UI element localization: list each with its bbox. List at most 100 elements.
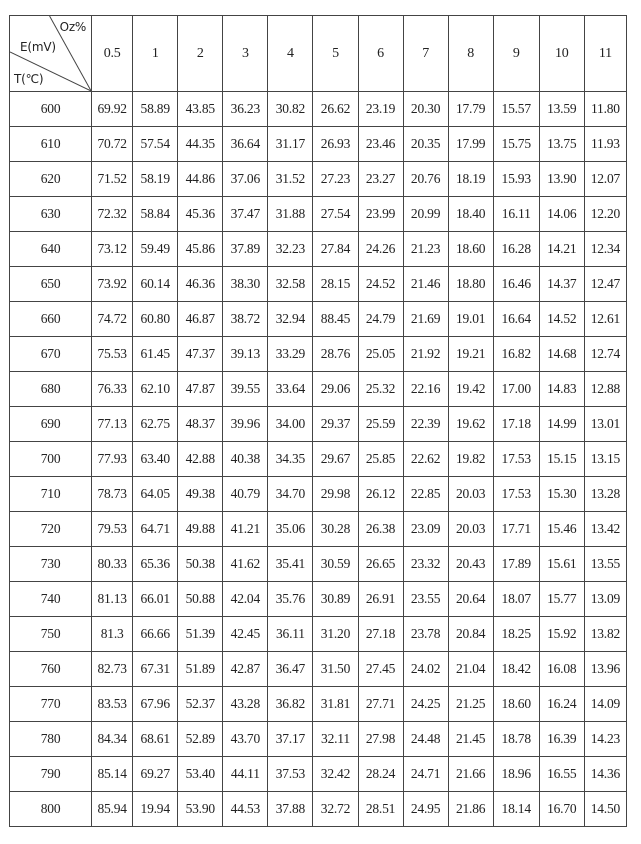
value-cell: 58.84 — [132, 196, 179, 232]
table-row: 640 73.12 59.49 45.86 37.89 32.23 27.84 24.26 21… — [8, 231, 628, 267]
value-cell: 13.01 — [583, 406, 628, 442]
value-cell: 20.35 — [402, 126, 449, 162]
value-cell: 21.66 — [447, 756, 494, 792]
value-cell: 73.92 — [91, 266, 134, 302]
value-cell: 25.32 — [357, 371, 404, 407]
value-cell: 14.06 — [538, 196, 585, 232]
value-cell: 20.64 — [447, 581, 494, 617]
value-cell: 13.15 — [583, 441, 628, 477]
value-cell: 60.14 — [132, 266, 179, 302]
value-cell: 22.16 — [402, 371, 449, 407]
value-cell: 24.79 — [357, 301, 404, 337]
value-cell: 26.93 — [312, 126, 359, 162]
value-cell: 24.48 — [402, 721, 449, 757]
value-cell: 35.06 — [267, 511, 314, 547]
value-cell: 12.07 — [583, 161, 628, 197]
value-cell: 17.00 — [492, 371, 540, 407]
value-cell: 24.71 — [402, 756, 449, 792]
value-cell: 32.11 — [312, 721, 359, 757]
value-cell: 34.70 — [267, 476, 314, 512]
column-header: 5 — [312, 15, 359, 92]
value-cell: 65.36 — [132, 546, 179, 582]
value-cell: 18.19 — [447, 161, 494, 197]
value-cell: 25.05 — [357, 336, 404, 372]
value-cell: 23.09 — [402, 511, 449, 547]
temperature-cell: 720 — [8, 511, 93, 547]
column-header: 10 — [538, 15, 585, 92]
value-cell: 14.83 — [538, 371, 585, 407]
table-row: 610 70.72 57.54 44.35 36.64 31.17 26.93 23.46 20… — [8, 126, 628, 162]
value-cell: 85.14 — [91, 756, 134, 792]
temperature-cell: 680 — [8, 371, 93, 407]
value-cell: 77.13 — [91, 406, 134, 442]
value-cell: 18.14 — [492, 791, 540, 827]
value-cell: 45.86 — [177, 231, 224, 267]
value-cell: 20.99 — [402, 196, 449, 232]
temperature-cell: 640 — [8, 231, 93, 267]
table-row: 660 74.72 60.80 46.87 38.72 32.94 88.45 24.79 21… — [8, 301, 628, 337]
temperature-cell: 610 — [8, 126, 93, 162]
value-cell: 77.93 — [91, 441, 134, 477]
table-row: 730 80.33 65.36 50.38 41.62 35.41 30.59 26.65 23… — [8, 546, 628, 582]
value-cell: 21.69 — [402, 301, 449, 337]
value-cell: 53.40 — [177, 756, 224, 792]
value-cell: 23.27 — [357, 161, 404, 197]
temperature-cell: 700 — [8, 441, 93, 477]
value-cell: 13.55 — [583, 546, 628, 582]
value-cell: 28.15 — [312, 266, 359, 302]
value-cell: 31.88 — [267, 196, 314, 232]
value-cell: 20.30 — [402, 91, 449, 127]
value-cell: 36.47 — [267, 651, 314, 687]
value-cell: 67.96 — [132, 686, 179, 722]
value-cell: 37.17 — [267, 721, 314, 757]
value-cell: 15.61 — [538, 546, 585, 582]
value-cell: 13.59 — [538, 91, 585, 127]
temperature-cell: 620 — [8, 161, 93, 197]
value-cell: 29.67 — [312, 441, 359, 477]
value-cell: 23.19 — [357, 91, 404, 127]
table-row: 690 77.13 62.75 48.37 39.96 34.00 29.37 25.59 22… — [8, 406, 628, 442]
value-cell: 30.59 — [312, 546, 359, 582]
value-cell: 66.66 — [132, 616, 179, 652]
value-cell: 17.79 — [447, 91, 494, 127]
value-cell: 17.71 — [492, 511, 540, 547]
value-cell: 21.25 — [447, 686, 494, 722]
temperature-cell: 690 — [8, 406, 93, 442]
value-cell: 14.23 — [583, 721, 628, 757]
value-cell: 21.86 — [447, 791, 494, 827]
table-row: 740 81.13 66.01 50.88 42.04 35.76 30.89 26.91 23… — [8, 581, 628, 617]
value-cell: 26.12 — [357, 476, 404, 512]
table-row: 790 85.14 69.27 53.40 44.11 37.53 32.42 28.24 24… — [8, 756, 628, 792]
value-cell: 31.52 — [267, 161, 314, 197]
value-cell: 81.3 — [91, 616, 134, 652]
value-cell: 31.20 — [312, 616, 359, 652]
value-cell: 50.88 — [177, 581, 224, 617]
value-cell: 31.50 — [312, 651, 359, 687]
value-cell: 15.30 — [538, 476, 585, 512]
value-cell: 57.54 — [132, 126, 179, 162]
value-cell: 16.70 — [538, 791, 585, 827]
value-cell: 43.70 — [222, 721, 269, 757]
value-cell: 47.87 — [177, 371, 224, 407]
value-cell: 27.98 — [357, 721, 404, 757]
emf-table: Oz% E(mV) T(℃) 0.5 1 2 3 4 5 6 7 8 9 10 11 600 69.92… — [8, 15, 628, 827]
value-cell: 63.40 — [132, 441, 179, 477]
value-cell: 12.47 — [583, 266, 628, 302]
value-cell: 29.37 — [312, 406, 359, 442]
value-cell: 32.72 — [312, 791, 359, 827]
temperature-cell: 600 — [8, 91, 93, 127]
value-cell: 16.11 — [492, 196, 540, 232]
value-cell: 26.91 — [357, 581, 404, 617]
value-cell: 32.58 — [267, 266, 314, 302]
value-cell: 16.39 — [538, 721, 585, 757]
table-row: 630 72.32 58.84 45.36 37.47 31.88 27.54 23.99 20… — [8, 196, 628, 232]
value-cell: 61.45 — [132, 336, 179, 372]
value-cell: 36.23 — [222, 91, 269, 127]
value-cell: 20.84 — [447, 616, 494, 652]
value-cell: 14.52 — [538, 301, 585, 337]
value-cell: 24.95 — [402, 791, 449, 827]
value-cell: 11.93 — [583, 126, 628, 162]
temperature-cell: 790 — [8, 756, 93, 792]
value-cell: 85.94 — [91, 791, 134, 827]
value-cell: 37.06 — [222, 161, 269, 197]
